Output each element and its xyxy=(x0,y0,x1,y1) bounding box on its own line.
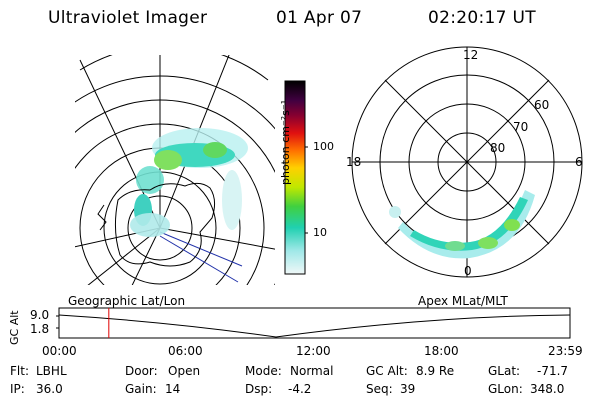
mlt-label-0: 0 xyxy=(464,264,472,278)
colorbar-tick-100: 100 xyxy=(313,140,334,153)
mode-label: Mode: xyxy=(245,364,282,378)
timeline-xtick-0000: 00:00 xyxy=(42,344,77,358)
timeline-xtick-1200: 12:00 xyxy=(296,344,331,358)
geographic-map-label: Geographic Lat/Lon xyxy=(68,294,186,308)
door-value: Open xyxy=(168,364,201,378)
colorbar-tick-10: 10 xyxy=(313,226,327,239)
observation-time: 02:20:17 UT xyxy=(428,8,536,28)
gain-label: Gain: xyxy=(125,382,157,396)
observation-date: 01 Apr 07 xyxy=(276,8,363,28)
mlt-label-12: 12 xyxy=(463,48,479,62)
seq-label: Seq: xyxy=(366,382,393,396)
colorbar-unit-label: photon cm⁻²s⁻¹ xyxy=(279,99,292,185)
seq-value: 39 xyxy=(400,382,416,396)
instrument-title: Ultraviolet Imager xyxy=(48,8,208,28)
colorbar xyxy=(284,80,308,275)
mlat-label-70: 70 xyxy=(513,120,529,134)
polar-map xyxy=(351,46,583,278)
timeline-ytick-1-8: 1.8 xyxy=(30,322,50,336)
timeline-axis-label: GC Alt xyxy=(8,310,21,345)
dsp-value: -4.2 xyxy=(288,382,312,396)
ip-value: 36.0 xyxy=(36,382,63,396)
gain-value: 14 xyxy=(165,382,181,396)
ip-label: IP: xyxy=(10,382,25,396)
geographic-map xyxy=(75,55,275,285)
flt-value: LBHL xyxy=(36,364,67,378)
gc-alt-value: 8.9 Re xyxy=(416,364,455,378)
mlt-label-6: 6 xyxy=(575,155,583,169)
mlat-label-80: 80 xyxy=(490,141,506,155)
timeline-xtick-0600: 06:00 xyxy=(168,344,203,358)
mode-value: Normal xyxy=(290,364,334,378)
timeline-xtick-1800: 18:00 xyxy=(424,344,459,358)
glon-value: 348.0 xyxy=(530,382,565,396)
gc-alt-label: GC Alt: xyxy=(366,364,408,378)
mlat-label-60: 60 xyxy=(534,98,550,112)
glon-label: GLon: xyxy=(488,382,523,396)
door-label: Door: xyxy=(125,364,158,378)
dsp-label: Dsp: xyxy=(245,382,273,396)
mlt-label-18: 18 xyxy=(346,155,362,169)
glat-value: -71.7 xyxy=(537,364,569,378)
glat-label: GLat: xyxy=(488,364,521,378)
timeline-xtick-2359: 23:59 xyxy=(548,344,583,358)
flt-label: Flt: xyxy=(10,364,29,378)
polar-map-label: Apex MLat/MLT xyxy=(418,294,508,308)
timeline-ytick-9: 9.0 xyxy=(30,308,50,322)
altitude-timeline xyxy=(56,307,571,339)
